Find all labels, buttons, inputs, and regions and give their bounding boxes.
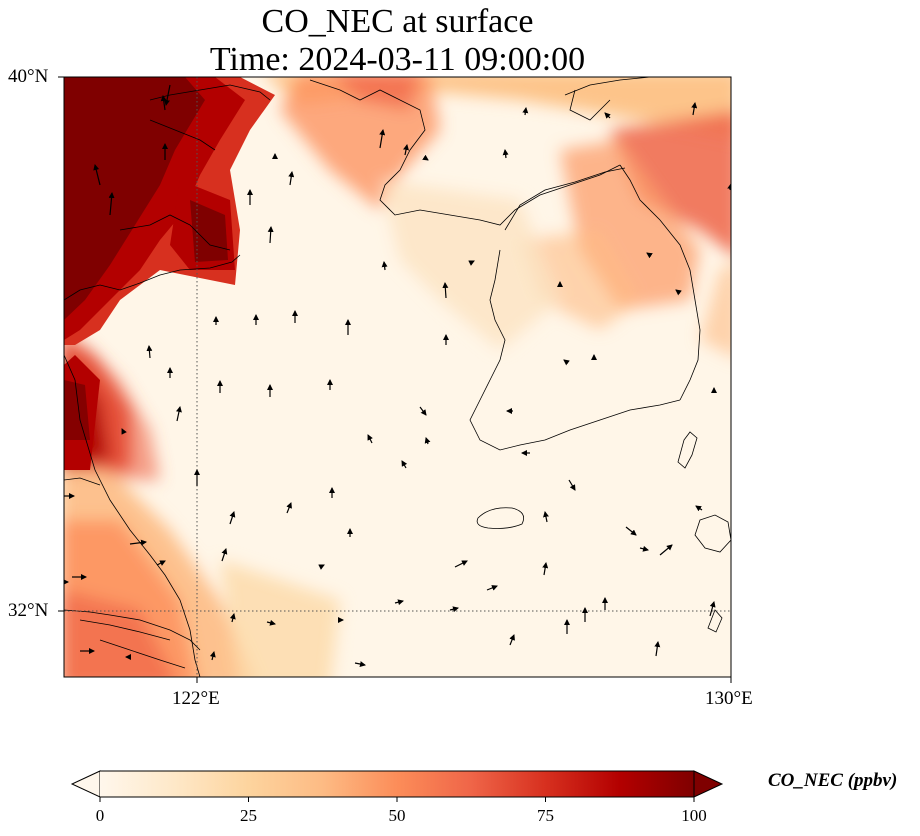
- wind-arrow: [424, 437, 431, 445]
- wind-arrow: [563, 359, 570, 366]
- colorbar-gradient: [100, 771, 694, 797]
- wind-arrow: [381, 261, 388, 271]
- colorbar-extend-max: [693, 770, 724, 798]
- wind-arrow: [354, 661, 366, 667]
- wind-arrow: [394, 599, 404, 606]
- wind-arrow: [367, 434, 373, 444]
- wind-arrow: [654, 641, 661, 657]
- wind-arrow: [379, 129, 386, 149]
- wind-arrow: [695, 505, 703, 512]
- wind-arrow: [543, 511, 549, 523]
- axis-ticks: [58, 76, 732, 683]
- wind-arrow: [146, 345, 153, 359]
- gridlines: [64, 77, 731, 677]
- lat-label-40n: 40°N: [8, 66, 49, 87]
- wind-arrow: [318, 564, 325, 570]
- concentration-field: [64, 77, 731, 677]
- map-title-variable: CO_NEC at surface: [261, 3, 534, 40]
- wind-arrow: [209, 651, 216, 661]
- wind-arrow: [221, 548, 228, 562]
- wind-vectors: [64, 84, 731, 667]
- wind-arrow: [422, 154, 429, 161]
- wind-arrow: [129, 539, 147, 546]
- wind-arrow: [625, 526, 637, 536]
- wind-arrow: [568, 479, 576, 491]
- wind-arrow: [454, 560, 468, 568]
- wind-arrow: [509, 634, 515, 646]
- colorbar: [70, 770, 724, 802]
- wind-arrow: [542, 562, 549, 576]
- wind-arrow: [675, 289, 682, 296]
- colorbar-tick-50: 50: [388, 806, 406, 825]
- wind-arrow: [522, 107, 529, 116]
- wind-arrow: [286, 502, 292, 514]
- wind-arrow: [449, 606, 459, 613]
- wind-arrow: [267, 226, 274, 244]
- wind-arrow: [164, 84, 171, 106]
- wind-arrow: [639, 545, 649, 552]
- colorbar-extend-min: [70, 770, 101, 798]
- wind-arrow: [288, 171, 295, 186]
- wind-arrow: [419, 406, 427, 416]
- wind-arrow: [646, 252, 653, 259]
- wind-arrow: [156, 560, 166, 566]
- wind-arrow: [108, 192, 115, 216]
- wind-arrow: [160, 95, 167, 111]
- colorbar-label: CO_NEC (ppbv): [768, 770, 898, 791]
- wind-arrow: [486, 585, 498, 591]
- lon-label-122e: 122°E: [172, 688, 220, 709]
- wind-arrow: [604, 112, 611, 119]
- lon-label-130e: 130°E: [705, 688, 753, 709]
- wind-arrow: [401, 460, 408, 469]
- map-title-time: Time: 2024-03-11 09:00:00: [209, 41, 586, 78]
- wind-arrow: [442, 282, 449, 299]
- colorbar-tick-100: 100: [681, 806, 707, 825]
- lat-label-32n: 32°N: [8, 600, 49, 621]
- wind-arrow: [229, 613, 236, 623]
- wind-arrow: [176, 406, 182, 422]
- wind-arrow: [403, 144, 409, 156]
- wind-arrow: [659, 544, 673, 556]
- wind-arrow: [121, 428, 127, 435]
- colorbar-tick-0: 0: [95, 806, 105, 825]
- wind-arrow: [691, 102, 698, 116]
- colorbar-tick-25: 25: [240, 806, 257, 825]
- wind-arrow: [93, 164, 101, 186]
- wind-arrow: [468, 260, 475, 266]
- wind-arrow: [266, 619, 276, 626]
- wind-arrow: [229, 511, 236, 525]
- map-frame: [63, 76, 732, 678]
- wind-arrow: [502, 149, 509, 159]
- wind-arrow: [709, 601, 716, 617]
- colorbar-tick-75: 75: [537, 806, 554, 825]
